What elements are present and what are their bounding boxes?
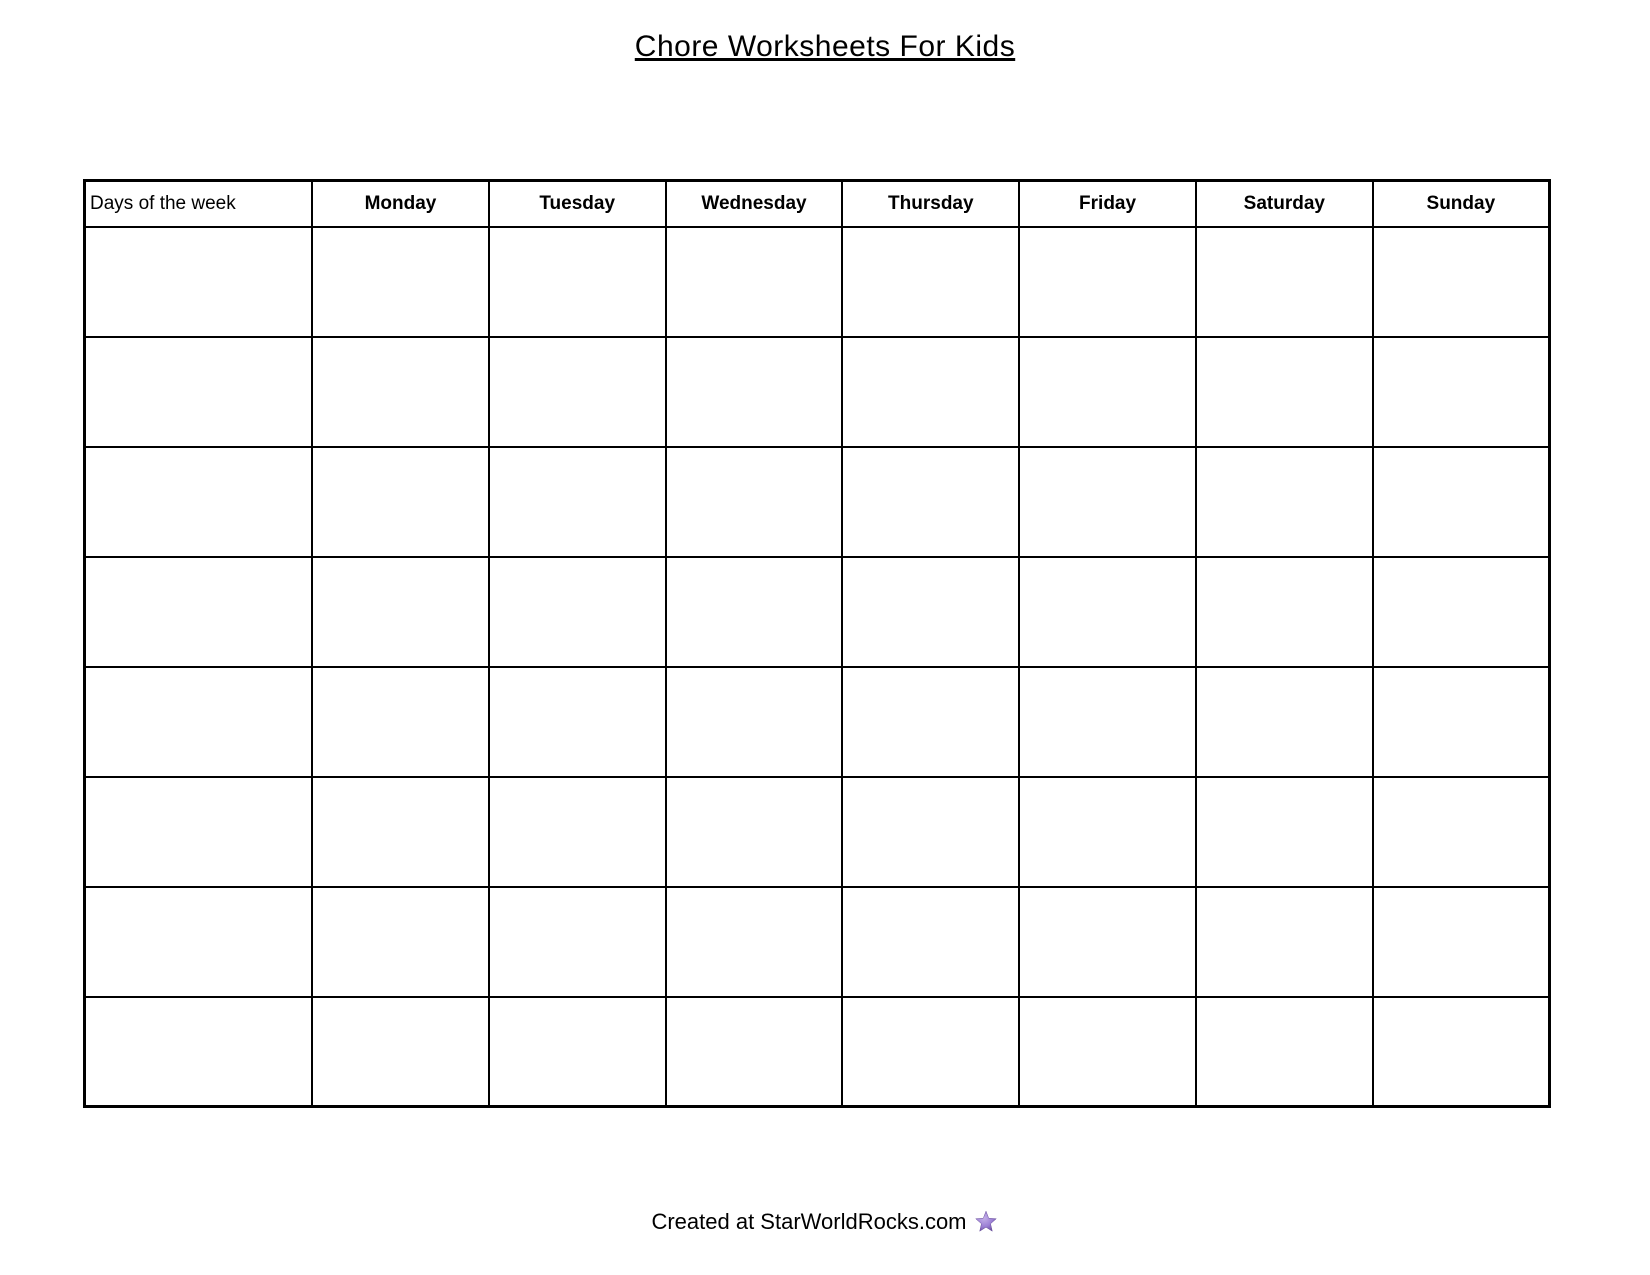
cell — [1373, 777, 1550, 887]
cell — [1373, 997, 1550, 1107]
cell — [489, 667, 666, 777]
cell — [312, 777, 489, 887]
footer: Created at StarWorldRocks.com — [0, 1209, 1650, 1235]
cell — [842, 557, 1019, 667]
cell — [666, 227, 843, 337]
cell — [1196, 557, 1373, 667]
cell — [1196, 227, 1373, 337]
cell — [312, 887, 489, 997]
cell — [1196, 667, 1373, 777]
cell — [85, 447, 313, 557]
cell — [489, 557, 666, 667]
cell — [1373, 667, 1550, 777]
cell — [489, 777, 666, 887]
header-monday: Monday — [312, 181, 489, 227]
header-wednesday: Wednesday — [666, 181, 843, 227]
cell — [489, 337, 666, 447]
cell — [85, 887, 313, 997]
table-row — [85, 777, 1550, 887]
cell — [1019, 777, 1196, 887]
header-tuesday: Tuesday — [489, 181, 666, 227]
star-icon — [973, 1209, 999, 1235]
header-friday: Friday — [1019, 181, 1196, 227]
cell — [489, 447, 666, 557]
cell — [312, 557, 489, 667]
cell — [1373, 557, 1550, 667]
cell — [666, 667, 843, 777]
table-row — [85, 887, 1550, 997]
cell — [85, 667, 313, 777]
table-row — [85, 667, 1550, 777]
cell — [1373, 447, 1550, 557]
cell — [312, 337, 489, 447]
cell — [1196, 887, 1373, 997]
cell — [1019, 997, 1196, 1107]
chore-table-container: Days of the week Monday Tuesday Wednesda… — [83, 179, 1551, 1108]
cell — [1019, 557, 1196, 667]
cell — [1373, 227, 1550, 337]
cell — [85, 227, 313, 337]
cell — [1019, 887, 1196, 997]
cell — [842, 227, 1019, 337]
cell — [85, 337, 313, 447]
cell — [666, 337, 843, 447]
cell — [842, 447, 1019, 557]
cell — [85, 777, 313, 887]
cell — [1019, 337, 1196, 447]
cell — [1373, 887, 1550, 997]
footer-text: Created at StarWorldRocks.com — [651, 1209, 966, 1235]
table-row — [85, 447, 1550, 557]
cell — [1019, 667, 1196, 777]
cell — [1373, 337, 1550, 447]
chore-table: Days of the week Monday Tuesday Wednesda… — [83, 179, 1551, 1108]
cell — [1196, 337, 1373, 447]
cell — [842, 777, 1019, 887]
header-thursday: Thursday — [842, 181, 1019, 227]
page-title: Chore Worksheets For Kids — [0, 0, 1650, 64]
cell — [85, 557, 313, 667]
cell — [666, 557, 843, 667]
cell — [842, 337, 1019, 447]
cell — [666, 447, 843, 557]
table-row — [85, 337, 1550, 447]
table-row — [85, 997, 1550, 1107]
cell — [666, 777, 843, 887]
table-header-row: Days of the week Monday Tuesday Wednesda… — [85, 181, 1550, 227]
cell — [666, 997, 843, 1107]
cell — [489, 227, 666, 337]
cell — [312, 997, 489, 1107]
cell — [1196, 997, 1373, 1107]
cell — [312, 227, 489, 337]
table-row — [85, 227, 1550, 337]
cell — [85, 997, 313, 1107]
cell — [312, 447, 489, 557]
cell — [489, 887, 666, 997]
cell — [1019, 227, 1196, 337]
table-body — [85, 227, 1550, 1107]
cell — [1019, 447, 1196, 557]
table-row — [85, 557, 1550, 667]
cell — [842, 997, 1019, 1107]
cell — [1196, 447, 1373, 557]
header-days-of-week: Days of the week — [85, 181, 313, 227]
cell — [1196, 777, 1373, 887]
cell — [842, 667, 1019, 777]
cell — [666, 887, 843, 997]
cell — [312, 667, 489, 777]
header-sunday: Sunday — [1373, 181, 1550, 227]
cell — [489, 997, 666, 1107]
cell — [842, 887, 1019, 997]
header-saturday: Saturday — [1196, 181, 1373, 227]
